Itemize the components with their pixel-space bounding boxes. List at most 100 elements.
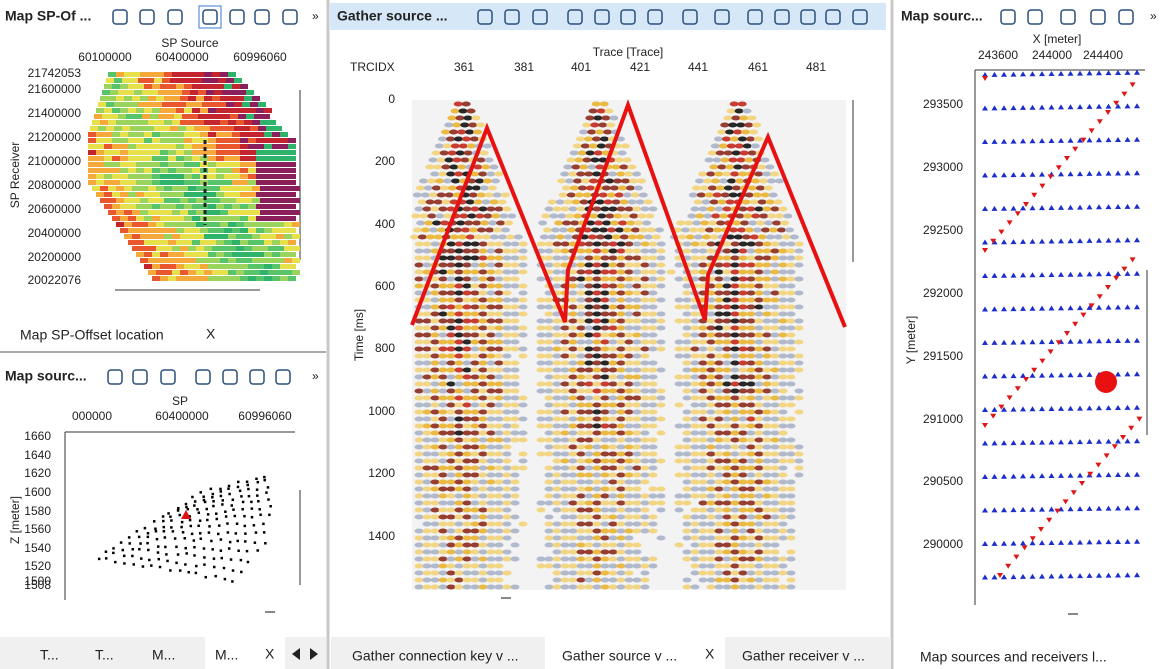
trace-wavelet — [441, 129, 451, 135]
toolbar-icon[interactable] — [275, 369, 291, 385]
y-tick-label: 293000 — [923, 160, 963, 174]
tab[interactable]: T... — [40, 647, 59, 663]
toolbar-icon[interactable] — [774, 9, 790, 25]
tab[interactable]: Gather receiver v ... — [742, 648, 865, 664]
trace-wavelet — [714, 507, 724, 513]
tab[interactable]: M... — [152, 647, 175, 663]
trace-wavelet — [608, 374, 618, 380]
trace-wavelet — [576, 374, 586, 380]
trace-wavelet — [754, 381, 764, 387]
trace-wavelet — [616, 577, 626, 583]
toolbar-icon[interactable] — [1027, 9, 1043, 25]
source — [1095, 462, 1102, 468]
toolbar-icon[interactable] — [647, 9, 663, 25]
trace-wavelet — [706, 486, 716, 492]
trace-wavelet — [648, 451, 658, 457]
overflow[interactable]: » — [1150, 9, 1157, 23]
heat-cell — [120, 84, 128, 89]
trace-wavelet — [786, 402, 796, 408]
toolbar-icon[interactable] — [477, 9, 493, 25]
active-tab[interactable] — [895, 637, 1171, 669]
toolbar-icon[interactable] — [747, 9, 763, 25]
heat-cell — [194, 102, 202, 107]
toolbar-icon[interactable] — [202, 9, 218, 25]
toolbar-icon[interactable] — [1060, 9, 1076, 25]
trace-wavelet — [730, 248, 740, 254]
toolbar-icon[interactable] — [682, 9, 698, 25]
trace-wavelet — [706, 521, 716, 527]
toolbar-icon[interactable] — [1118, 9, 1134, 25]
toolbar-icon[interactable] — [852, 9, 868, 25]
trace-wavelet — [560, 458, 570, 464]
trace-wavelet — [698, 423, 708, 429]
heat-cell — [110, 114, 118, 119]
overflow[interactable]: » — [312, 9, 319, 23]
trace-wavelet — [536, 409, 546, 415]
trace-wavelet — [414, 570, 424, 576]
active-tab[interactable] — [205, 637, 285, 669]
trace-wavelet — [794, 339, 804, 345]
receiver — [1134, 304, 1140, 310]
trace-wavelet — [600, 241, 610, 247]
trace-wavelet — [722, 276, 732, 282]
toolbar-icon[interactable] — [532, 9, 548, 25]
toolbar-icon[interactable] — [1000, 9, 1016, 25]
trace-wavelet — [430, 500, 440, 506]
tab-close[interactable]: X — [265, 646, 275, 662]
toolbar-icon[interactable] — [1090, 9, 1106, 25]
heat-cell — [288, 192, 296, 197]
toolbar-icon[interactable] — [254, 9, 270, 25]
toolbar-icon[interactable] — [107, 369, 123, 385]
heat-cell — [264, 216, 272, 221]
toolbar-icon[interactable] — [112, 9, 128, 25]
toolbar-icon[interactable] — [825, 9, 841, 25]
heat-cell — [200, 264, 208, 269]
active-tab[interactable] — [545, 637, 725, 669]
heat-cell — [232, 192, 240, 197]
tab[interactable]: T... — [95, 647, 114, 663]
toolbar-icon[interactable] — [282, 9, 298, 25]
receiver — [1077, 439, 1083, 445]
toolbar-icon[interactable] — [800, 9, 816, 25]
trace-wavelet — [497, 234, 507, 240]
trace-wavelet — [674, 500, 684, 506]
toolbar-icon[interactable] — [132, 369, 148, 385]
receiver — [1105, 237, 1112, 243]
trace-wavelet — [414, 248, 424, 254]
tab-close[interactable]: X — [206, 326, 216, 342]
heat-cell — [190, 114, 198, 119]
toolbar-icon[interactable] — [504, 9, 520, 25]
toolbar-icon[interactable] — [249, 369, 265, 385]
tab-close[interactable]: X — [705, 646, 715, 662]
trace-wavelet — [462, 465, 472, 471]
trace-wavelet — [648, 255, 658, 261]
tab[interactable]: M... — [215, 647, 238, 663]
toolbar-icon[interactable] — [620, 9, 636, 25]
toolbar-icon[interactable] — [567, 9, 583, 25]
selected-tool[interactable] — [198, 5, 222, 29]
toolbar-icon[interactable] — [160, 369, 176, 385]
heat-cell — [224, 204, 232, 209]
toolbar-icon[interactable] — [229, 9, 245, 25]
trace-wavelet — [690, 514, 700, 520]
toolbar-icon[interactable] — [714, 9, 730, 25]
trace-wavelet — [593, 150, 603, 156]
receiver — [1096, 304, 1102, 310]
toolbar-icon[interactable] — [594, 9, 610, 25]
trace-wavelet — [414, 514, 424, 520]
toolbar-icon[interactable] — [195, 369, 211, 385]
tab[interactable]: Gather source v ... — [562, 648, 677, 664]
trace-wavelet — [454, 486, 464, 492]
toolbar-icon[interactable] — [139, 9, 155, 25]
trace-wavelet — [536, 451, 546, 457]
overflow[interactable]: » — [312, 369, 319, 383]
tab[interactable]: Map sources and receivers l... — [920, 649, 1107, 665]
tab-scroll[interactable] — [292, 648, 318, 660]
tab[interactable]: Gather connection key v ... — [352, 648, 519, 664]
toolbar-icon[interactable] — [167, 9, 183, 25]
trace-wavelet — [462, 255, 472, 261]
tab[interactable]: Map SP-Offset location — [20, 327, 164, 343]
trace-wavelet — [754, 367, 764, 373]
toolbar-icon[interactable] — [222, 369, 238, 385]
trace-wavelet — [698, 360, 708, 366]
